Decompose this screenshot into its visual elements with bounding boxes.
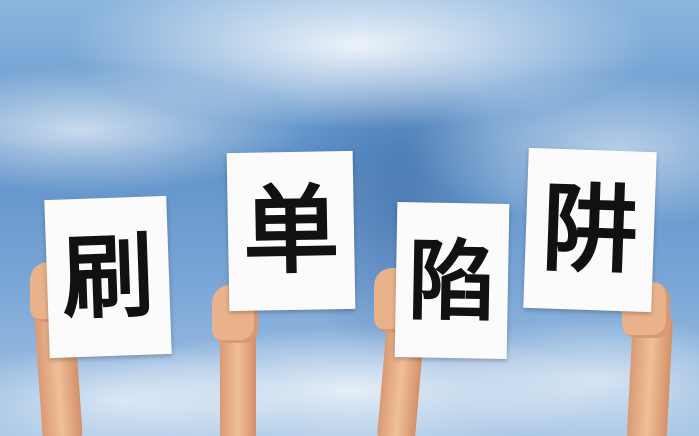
sign-2: 单 [226,150,356,312]
sign-1: 刷 [44,195,172,359]
sign-1-text: 刷 [60,221,156,333]
sign-3: 陷 [394,202,510,359]
sign-4: 阱 [523,147,657,313]
sign-4-text: 阱 [540,171,640,288]
sign-2-text: 单 [242,173,340,288]
sign-3-text: 陷 [407,227,497,334]
